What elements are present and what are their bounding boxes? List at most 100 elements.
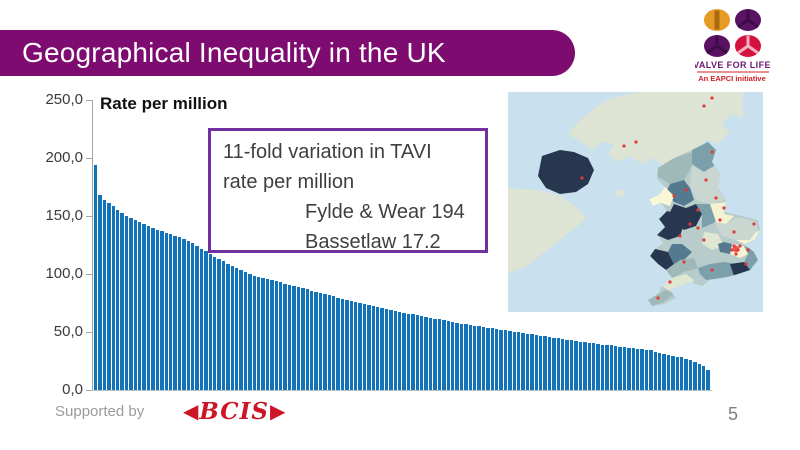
bar (613, 345, 618, 390)
bar (481, 327, 486, 390)
bar (406, 313, 411, 390)
bar (393, 310, 398, 390)
bar (464, 324, 468, 390)
bar (459, 323, 464, 390)
bar (327, 295, 331, 390)
bar (662, 353, 666, 390)
y-tick-mark (86, 274, 92, 275)
bar (517, 332, 521, 390)
bar (565, 339, 569, 390)
bar (287, 284, 292, 390)
bar (556, 338, 561, 390)
map-centre-dot (668, 280, 672, 284)
bar (671, 355, 675, 390)
bar (204, 251, 208, 390)
bar (164, 232, 168, 390)
bar (265, 279, 270, 390)
bar (591, 343, 596, 390)
bar (190, 243, 195, 390)
bar (547, 337, 552, 390)
bar (177, 237, 182, 390)
page-title: Geographical Inequality in the UK (22, 37, 446, 68)
bar (609, 345, 613, 390)
bar (129, 218, 133, 390)
map-centre-dot (752, 222, 756, 226)
bcis-logo-text: BCIS (199, 398, 269, 425)
bar (455, 322, 459, 390)
bar (305, 289, 309, 390)
bar (362, 303, 367, 390)
bar (217, 259, 221, 390)
bar (666, 354, 671, 390)
bar (675, 356, 680, 390)
bar (107, 203, 111, 390)
bar (525, 333, 530, 390)
bar (486, 327, 490, 390)
bar (521, 332, 525, 390)
bar (318, 292, 323, 390)
valve-for-life-logo: VALVE FOR LIFE An EAPCI initiative (695, 9, 771, 83)
logo-text-line1: VALVE FOR LIFE (695, 60, 771, 70)
bar (226, 263, 230, 390)
y-tick-label: 250,0 (45, 91, 83, 108)
bar (437, 319, 442, 390)
bar (173, 235, 177, 390)
bar (658, 352, 662, 390)
bar (336, 297, 340, 390)
bar (543, 336, 547, 390)
map-centre-dot (634, 140, 638, 144)
y-tick-label: 0,0 (62, 381, 83, 398)
bcis-left-arrow-icon: ◀ (183, 400, 199, 423)
bar (635, 348, 640, 390)
bar (428, 317, 433, 390)
map-centre-dot (580, 176, 584, 180)
map-centre-dot (672, 194, 676, 198)
bar (349, 300, 353, 390)
bar (433, 318, 437, 390)
bar (252, 275, 257, 390)
y-tick-label: 50,0 (53, 323, 83, 340)
bar (644, 349, 649, 390)
bar (622, 347, 627, 390)
bar (583, 342, 587, 390)
bar (384, 308, 389, 390)
bar (292, 285, 296, 390)
bar (367, 304, 371, 390)
y-tick-label: 150,0 (45, 207, 83, 224)
bar (94, 164, 98, 390)
bar (239, 270, 243, 390)
bar (680, 357, 684, 390)
uk-choropleth-map (508, 92, 763, 312)
bar (508, 330, 512, 390)
bar (221, 261, 226, 390)
bar (503, 330, 508, 390)
bar (296, 287, 301, 390)
bar (301, 288, 305, 390)
bar (340, 298, 345, 390)
bar (402, 312, 406, 390)
chart-title: Rate per million (100, 94, 228, 113)
logo-text-line2: An EAPCI initiative (698, 74, 766, 83)
bar (653, 351, 657, 390)
bar (182, 238, 186, 390)
map-centre-dot (710, 268, 714, 272)
bar (450, 321, 455, 390)
bar (270, 280, 274, 390)
bar (468, 325, 472, 390)
bar (512, 331, 516, 390)
y-tick-mark (86, 100, 92, 101)
y-tick-label: 200,0 (45, 149, 83, 166)
bar (186, 240, 190, 390)
bar (706, 370, 710, 390)
bar (195, 245, 199, 390)
y-tick-mark (86, 390, 92, 391)
bar (693, 362, 697, 390)
bar (688, 360, 693, 390)
bar (605, 345, 609, 390)
map-centre-dot (718, 218, 722, 222)
map-centre-dot (682, 260, 686, 264)
bar (472, 325, 477, 390)
bar (398, 311, 402, 390)
bar (323, 294, 327, 390)
bar (442, 320, 446, 390)
